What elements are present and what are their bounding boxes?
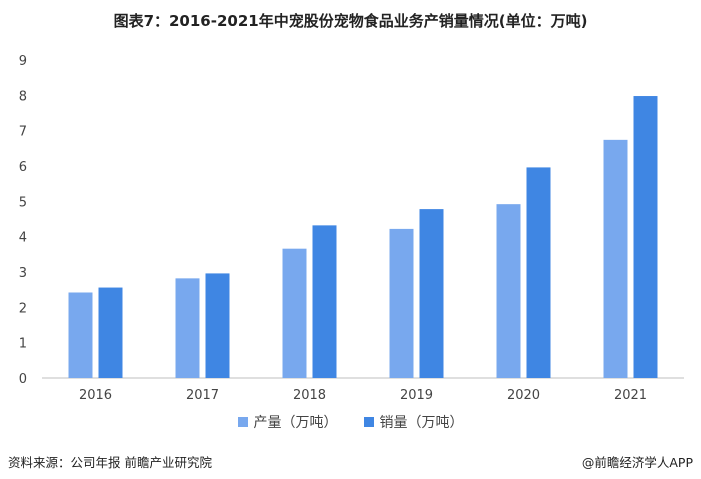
bar-sales-2021: [633, 96, 658, 378]
bar-sales-2020: [526, 167, 551, 378]
legend: 产量（万吨） 销量（万吨）: [0, 412, 701, 432]
bar-production-2016: [68, 292, 93, 378]
legend-label-production: 产量（万吨）: [253, 415, 338, 431]
x-tick-label-2018: 2018: [293, 388, 326, 403]
bars: [68, 96, 658, 378]
bar-production-2018: [282, 248, 307, 378]
data-source: 资料来源：公司年报 前瞻产业研究院: [8, 455, 212, 470]
y-tick-label-2: 2: [19, 301, 27, 316]
y-axis-labels: 0 1 2 3 4 5 6 7 8 9: [19, 54, 27, 387]
y-tick-label-9: 9: [19, 54, 27, 69]
x-tick-label-2021: 2021: [614, 388, 647, 403]
brand-credit: @前瞻经济学人APP: [581, 455, 693, 470]
legend-swatch-production: [237, 417, 248, 427]
legend-swatch-sales: [363, 417, 374, 427]
y-tick-label-4: 4: [19, 231, 27, 246]
y-tick-label-6: 6: [19, 160, 27, 175]
legend-item-sales: 销量（万吨）: [363, 412, 464, 432]
legend-item-production: 产量（万吨）: [237, 412, 338, 432]
y-tick-label-7: 7: [19, 125, 27, 140]
y-tick-label-0: 0: [19, 372, 27, 387]
y-tick-label-3: 3: [19, 266, 27, 281]
bar-production-2019: [389, 228, 414, 378]
bar-production-2020: [496, 204, 521, 378]
legend-label-sales: 销量（万吨）: [379, 415, 464, 431]
x-tick-label-2017: 2017: [186, 388, 219, 403]
bar-sales-2019: [419, 209, 444, 378]
bar-sales-2017: [205, 273, 230, 378]
bar-production-2017: [175, 278, 200, 378]
x-tick-label-2016: 2016: [79, 388, 112, 403]
x-tick-label-2019: 2019: [400, 388, 433, 403]
y-tick-label-1: 1: [19, 337, 27, 352]
y-tick-label-5: 5: [19, 195, 27, 210]
x-tick-label-2020: 2020: [507, 388, 540, 403]
bar-sales-2018: [312, 225, 337, 378]
chart-title: 图表7：2016-2021年中宠股份宠物食品业务产销量情况(单位：万吨): [113, 12, 588, 30]
bar-sales-2016: [98, 287, 123, 378]
x-axis-labels: 2016 2017 2018 2019 2020 2021: [79, 388, 647, 403]
bar-production-2021: [603, 139, 628, 378]
y-tick-label-8: 8: [19, 89, 27, 104]
